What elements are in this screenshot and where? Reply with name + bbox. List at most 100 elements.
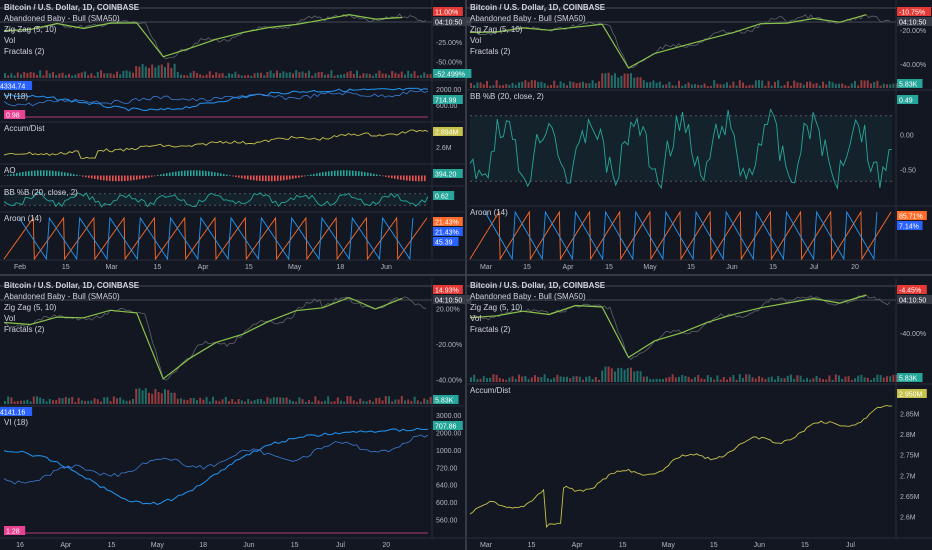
ao-bar [169, 172, 171, 176]
ao-bar [19, 172, 21, 176]
legend: Bitcoin / U.S. Dollar, 1D, COINBASE Aband… [470, 281, 606, 334]
ao-bar [154, 175, 156, 177]
time-axis-label: Jun [754, 542, 765, 549]
ao-bar [301, 175, 303, 177]
indicator-pane[interactable]: ADLVI (18)3000.002000.001000.00720.00640… [0, 405, 466, 536]
ao-bar [199, 170, 201, 176]
time-axis-label: 15 [801, 542, 809, 549]
indicator-axis-label: 720.00 [436, 465, 458, 472]
ao-bar [157, 175, 159, 176]
price-axis-label: -20.00% [900, 28, 926, 35]
ao-bar [346, 170, 348, 176]
ao-bar [91, 175, 93, 179]
ao-bar [115, 175, 117, 182]
indicator-label: Accum/Dist [470, 386, 511, 395]
chart-panel-bottom-left[interactable]: Bitcoin / U.S. Dollar, 1D, COINBASE Aband… [0, 278, 472, 549]
price-tag-text: 5.83K [899, 376, 918, 383]
legend-item: Abandoned Baby - Bull (SMA50) [4, 14, 120, 23]
indicator-tag-text: 0.49 [899, 98, 913, 105]
legend-item: Abandoned Baby - Bull (SMA50) [470, 14, 586, 23]
ao-bar [40, 170, 42, 176]
legend-item: Vol [470, 36, 481, 45]
price-tag-text: 11.00% [435, 10, 458, 17]
ao-bar [304, 175, 306, 177]
ao-bar [313, 173, 315, 176]
time-axis-label: Mar [106, 264, 119, 271]
legend-item: Fractals (2) [470, 325, 511, 334]
price-tag: 04:10:50 [433, 295, 472, 305]
indicator-tag: 4334.74 [0, 81, 33, 91]
time-axis-label: 15 [153, 264, 161, 271]
ao-bar [184, 170, 186, 176]
ao-bar [307, 175, 309, 176]
indicator-pane[interactable]: Aroon (14)50.00%85.71%7.14% [466, 205, 932, 261]
time-axis-label: 15 [62, 264, 70, 271]
ao-bar [400, 175, 402, 180]
ao-bar [391, 175, 393, 179]
indicator-tag: 2.950M [897, 389, 927, 399]
ao-bar [253, 175, 255, 181]
ao-bar [55, 171, 57, 176]
ao-bar [202, 170, 204, 176]
indicator-pane[interactable]: Accum/Dist2.9M2.85M2.8M2.75M2.7M2.65M2.6… [466, 383, 932, 528]
ao-bar [298, 175, 300, 178]
price-tag: 5.83K [897, 79, 923, 89]
indicator-pane[interactable]: AO 394.20 [0, 163, 466, 182]
indicator-tag: 7.14% [897, 221, 923, 231]
ao-bar [82, 175, 84, 177]
ao-bar [280, 175, 282, 181]
time-axis-label: 15 [291, 542, 299, 549]
time-axis-label: Feb [14, 264, 26, 271]
indicator-pane[interactable]: BB %B (20, close, 2)0.000.62 [0, 185, 466, 208]
legend-title: Bitcoin / U.S. Dollar, 1D, COINBASE [470, 3, 606, 12]
price-tag: 11.00% [433, 7, 463, 17]
chart-panel-top-left[interactable]: Bitcoin / U.S. Dollar, 1D, COINBASE Aband… [0, 0, 472, 271]
ao-bar [172, 172, 174, 176]
ao-bar [385, 175, 387, 177]
indicator-axis-label: 600.00 [436, 103, 458, 110]
ao-bar [343, 170, 345, 176]
ao-bar [334, 170, 336, 176]
ao-bar [223, 173, 225, 176]
indicator-pane[interactable]: BB %B (20, close, 2)1.000.00-0.500.49 [466, 89, 932, 190]
legend: Bitcoin / U.S. Dollar, 1D, COINBASE Aband… [470, 3, 606, 56]
indicator-tag: 4141.16 [0, 407, 33, 417]
aroon-up-line [3, 216, 428, 261]
ao-bar [367, 172, 369, 176]
legend-item: Zig Zag (5, 10) [470, 303, 523, 312]
ao-bar [331, 170, 333, 176]
ao-bar [49, 170, 51, 176]
ao-bar [211, 171, 213, 176]
price-tag: 14.93% [433, 285, 463, 295]
ao-bar [412, 175, 414, 182]
ao-bar [28, 171, 30, 176]
ao-bar [112, 175, 114, 182]
chart-panel-bottom-right[interactable]: Bitcoin / U.S. Dollar, 1D, COINBASE Aband… [466, 278, 932, 549]
legend-item: Vol [4, 36, 15, 45]
ao-bar [229, 175, 231, 176]
indicator-tag-text: 0.62 [435, 194, 449, 201]
time-axis-label: Apr [572, 542, 584, 549]
time-axis-label: 18 [337, 264, 345, 271]
ao-bar [271, 175, 273, 182]
ao-bar [37, 170, 39, 176]
ao-bar [337, 170, 339, 176]
ao-bar [25, 171, 27, 176]
ao-bar [106, 175, 108, 181]
ao-bar [73, 174, 75, 176]
ao-bar [145, 175, 147, 179]
time-axis-label: 18 [199, 542, 207, 549]
indicator-pane[interactable]: Aroon (14) 21.43% 21.43% 45.39 [0, 211, 466, 261]
ao-bar [136, 175, 138, 180]
time-axis-label: May [288, 264, 302, 271]
ao-bar [406, 175, 408, 181]
chart-panel-top-right[interactable]: Bitcoin / U.S. Dollar, 1D, COINBASE Aband… [466, 0, 932, 271]
indicator-tag-text: 0.98 [6, 113, 20, 120]
ao-bar [205, 170, 207, 176]
aroon-up-line [469, 210, 892, 261]
price-tag: 04:10:50 [897, 295, 932, 305]
time-axis-label: 15 [528, 542, 536, 549]
